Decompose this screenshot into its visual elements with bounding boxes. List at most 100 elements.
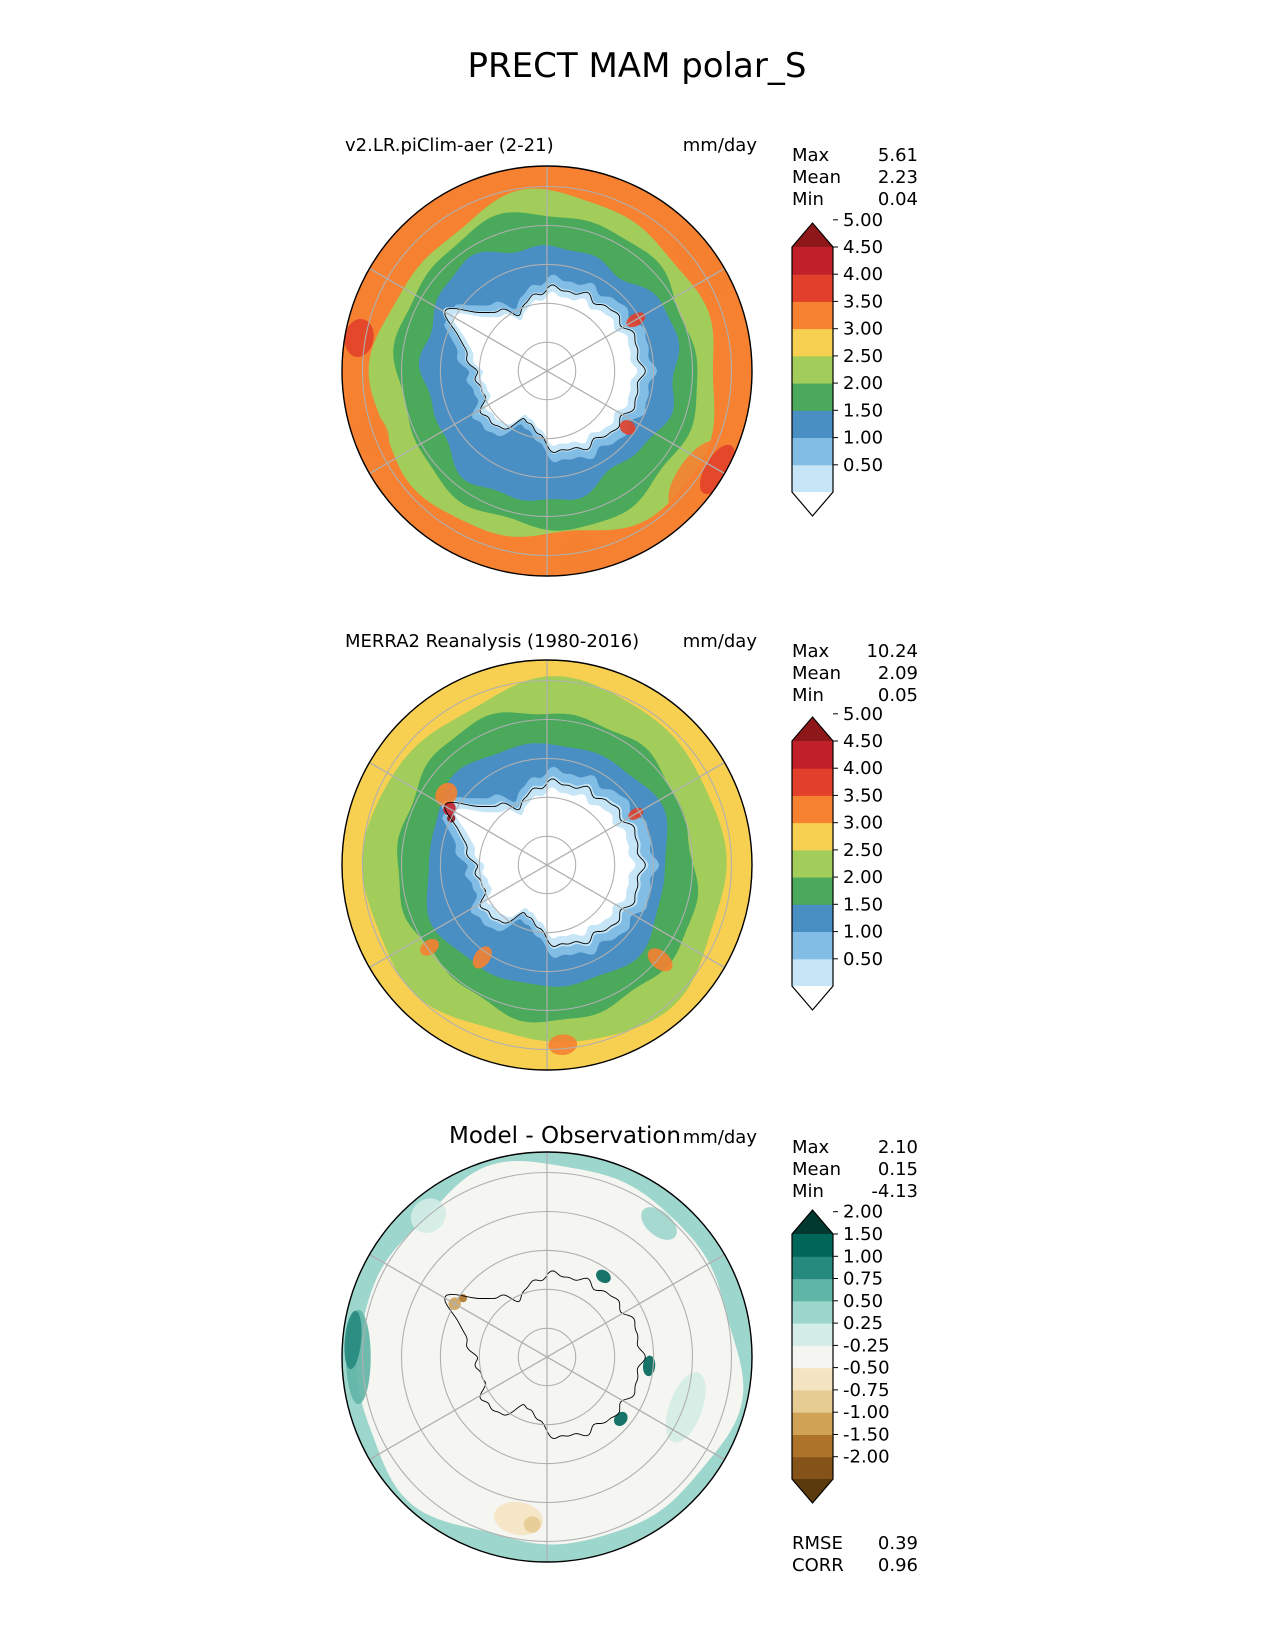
colorbar-extend-top — [792, 717, 833, 741]
contour-patch — [675, 228, 731, 295]
figure-title: PRECT MAM polar_S — [468, 46, 807, 86]
contour-patch — [668, 440, 722, 509]
colorbar-segment — [792, 274, 833, 302]
stat-min-label: Min — [792, 685, 824, 706]
contour-patch — [613, 1411, 628, 1426]
colorbar-tick-label: -1.50 — [843, 1425, 890, 1446]
colorbar-outline — [791, 716, 834, 1011]
panel-units-obs: mm/day — [683, 631, 758, 652]
panel-obs: MERRA2 Reanalysis (1980-2016) mm/day Max… — [341, 631, 918, 1071]
colorbar-segment — [792, 795, 833, 824]
colorbar-segment — [792, 1434, 833, 1458]
colorbar-tick-label: 0.75 — [843, 1269, 883, 1290]
colorbar-extend-bottom — [792, 492, 833, 516]
contour-patch — [344, 318, 374, 357]
colorbar-segment — [792, 822, 833, 851]
panel-model: v2.LR.piClim-aer (2-21) mm/day Max 5.61 … — [341, 135, 918, 577]
colorbar-tick-label: 0.50 — [843, 1291, 883, 1312]
colorbar-segment — [792, 1278, 833, 1302]
meridian-line — [546, 370, 725, 474]
stat-min-value: 0.04 — [878, 189, 918, 210]
colorbar-outline — [791, 222, 834, 517]
colorbar-segment — [792, 1300, 833, 1324]
colorbar-tick-label: 1.50 — [843, 400, 883, 421]
colorbar-segment — [792, 1456, 833, 1480]
colorbar-segment — [792, 328, 833, 357]
stats-model: Max 5.61 Mean 2.23 Min 0.04 — [792, 145, 918, 210]
colorbar-tick-label: -0.50 — [843, 1358, 890, 1379]
contour-patch — [596, 1269, 611, 1284]
stat-mean-label: Mean — [792, 167, 841, 188]
meridian-line — [546, 1356, 725, 1460]
colorbar-segment — [792, 1256, 833, 1280]
panel-title-model: v2.LR.piClim-aer (2-21) — [345, 135, 554, 156]
graticule — [361, 1152, 733, 1562]
meridian-line — [546, 1254, 725, 1358]
colorbar-segment — [792, 1345, 833, 1369]
colorbar-tick-label: 4.50 — [843, 237, 883, 258]
stat-max-label: Max — [792, 641, 830, 662]
colorbar-segment — [792, 383, 833, 411]
colorbar-segment — [792, 437, 833, 466]
meridian-line — [546, 762, 725, 866]
meridian-line — [369, 1356, 548, 1460]
colorbar-tick-label: 0.25 — [843, 1313, 883, 1334]
stat-corr-label: CORR — [792, 1555, 844, 1576]
colorbar-tick-label: 5.00 — [843, 210, 883, 231]
panel-title-obs: MERRA2 Reanalysis (1980-2016) — [345, 631, 639, 652]
colorbar-tick-label: 1.50 — [843, 1224, 883, 1245]
colorbar-extend-bottom — [792, 986, 833, 1010]
stat-min-label: Min — [792, 189, 824, 210]
colorbar-segment — [792, 355, 833, 384]
polar-map-diff — [341, 1151, 753, 1563]
colorbar-tick-label: 2.00 — [843, 867, 883, 888]
colorbar-extend-top — [792, 1210, 833, 1234]
panel-units-diff: mm/day — [683, 1127, 758, 1148]
stat-max-label: Max — [792, 1137, 830, 1158]
colorbar-tick-label: -0.25 — [843, 1335, 890, 1356]
contour-patch — [435, 782, 458, 807]
colorbar-tick-label: 2.00 — [843, 1202, 883, 1223]
colorbar-tick-label: 3.50 — [843, 785, 883, 806]
colorbar-segment — [792, 768, 833, 796]
colorbar-tick-label: 4.50 — [843, 731, 883, 752]
colorbar-obs: 0.50 1.00 1.50 2.00 2.50 3.00 3.50 4.00 4.50 5.00 — [791, 704, 883, 1011]
colorbar-tick-label: 2.50 — [843, 840, 883, 861]
panel-units-model: mm/day — [683, 135, 758, 156]
map-boundary — [341, 659, 753, 1071]
colorbar-tick-label: 0.50 — [843, 949, 883, 970]
contour-patch — [641, 1207, 677, 1240]
stat-min-label: Min — [792, 1181, 824, 1202]
colorbar-tick-label: -0.75 — [843, 1380, 890, 1401]
colorbar-tick-label: 1.50 — [843, 894, 883, 915]
colorbar-segment — [792, 849, 833, 878]
colorbar-tick-label: 4.00 — [843, 758, 883, 779]
graticule — [361, 660, 733, 1070]
meridian-line — [546, 864, 725, 968]
stats-obs: Max 10.24 Mean 2.09 Min 0.05 — [792, 641, 918, 706]
stat-max-value: 5.61 — [878, 145, 918, 166]
stat-max-value: 10.24 — [866, 641, 918, 662]
stat-rmse-value: 0.39 — [878, 1533, 918, 1554]
stat-max-label: Max — [792, 145, 830, 166]
colorbar-tick-label: 1.00 — [843, 1246, 883, 1267]
stats-diff: Max 2.10 Mean 0.15 Min -4.13 RMSE 0.39 C… — [792, 1137, 918, 1576]
colorbar-tick-label: -1.00 — [843, 1402, 890, 1423]
colorbar-segment — [792, 1323, 833, 1346]
graticule — [361, 166, 733, 576]
colorbar-diff: -2.00-1.50-1.00-0.75-0.50-0.250.250.500.… — [791, 1202, 890, 1504]
panel-diff: Model - Observation mm/day Max 2.10 Mean… — [341, 1123, 918, 1576]
stat-min-value: -4.13 — [871, 1181, 918, 1202]
polar-map-model — [341, 165, 753, 577]
colorbar-segment — [792, 958, 833, 987]
colorbar-segment — [792, 1234, 833, 1257]
contour-patch — [647, 948, 673, 972]
meridian-line — [369, 370, 548, 474]
colorbar-tick-label: 2.50 — [843, 346, 883, 367]
stat-corr-value: 0.96 — [878, 1555, 918, 1576]
polar-map-obs — [341, 659, 753, 1071]
colorbar-tick-label: 3.00 — [843, 319, 883, 340]
contour-band — [452, 291, 638, 446]
meridian-line — [369, 864, 548, 968]
contour-band — [454, 787, 636, 939]
